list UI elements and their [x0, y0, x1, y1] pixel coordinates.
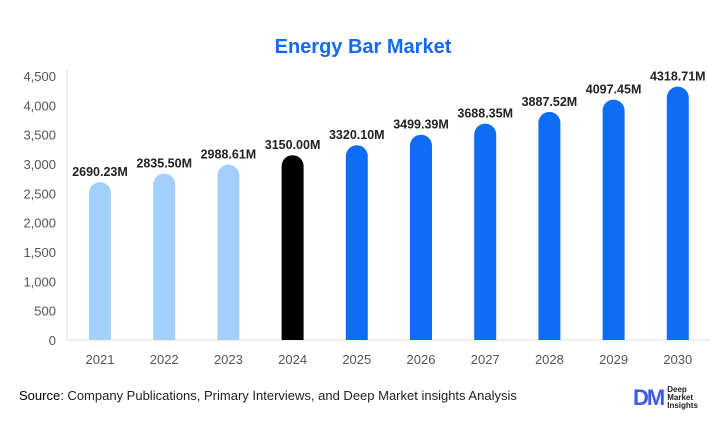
- x-tick-label: 2028: [535, 352, 564, 367]
- x-tick-label: 2030: [663, 352, 692, 367]
- y-tick-label: 2,500: [23, 186, 56, 201]
- y-tick-label: 2,000: [23, 216, 56, 231]
- x-tick-label: 2027: [471, 352, 500, 367]
- data-label: 3887.52M: [522, 95, 578, 109]
- logo-text: Deep Market Insights: [667, 386, 698, 410]
- y-tick-label: 4,000: [23, 98, 56, 113]
- bar-2027: [474, 123, 497, 340]
- x-tick-label: 2021: [86, 352, 115, 367]
- logo-line: Insights: [667, 401, 698, 410]
- data-label: 2835.50M: [136, 157, 192, 171]
- y-tick-label: 0: [49, 333, 56, 348]
- data-label: 3150.00M: [265, 138, 321, 152]
- y-tick-label: 1,500: [23, 245, 56, 260]
- bar-2025: [345, 145, 368, 340]
- bar-2022: [153, 173, 176, 340]
- y-tick-label: 500: [34, 304, 56, 319]
- logo: DM Deep Market Insights: [633, 385, 698, 411]
- chart-title: Energy Bar Market: [274, 36, 452, 58]
- bar-2030: [666, 86, 689, 340]
- data-label: 2988.61M: [201, 148, 257, 162]
- x-tick-label: 2023: [214, 352, 243, 367]
- y-tick-label: 1,000: [23, 274, 56, 289]
- y-tick-label: 4,500: [23, 69, 56, 84]
- x-tick-label: 2022: [150, 352, 179, 367]
- logo-line: Market: [667, 393, 694, 402]
- data-label: 3688.35M: [457, 107, 513, 121]
- logo-mark: DM: [633, 385, 665, 410]
- data-label: 4318.71M: [650, 70, 706, 84]
- bar-2028: [538, 111, 561, 341]
- data-label: 3499.39M: [393, 118, 449, 132]
- source-note: Source: Company Publications, Primary In…: [19, 388, 517, 403]
- y-tick-label: 3,000: [23, 157, 56, 172]
- x-tick-label: 2025: [342, 352, 371, 367]
- source-label: Source: [19, 388, 61, 403]
- bar-2026: [410, 134, 432, 340]
- x-tick-label: 2029: [599, 352, 628, 367]
- data-label: 4097.45M: [586, 83, 642, 97]
- bar-2023: [217, 164, 240, 340]
- x-tick-label: 2024: [278, 352, 307, 367]
- data-label: 2690.23M: [72, 165, 128, 179]
- x-tick-label: 2026: [407, 352, 436, 367]
- bar-2024: [281, 155, 304, 340]
- source-text: : Company Publications, Primary Intervie…: [60, 388, 517, 403]
- bar-2029: [602, 99, 625, 340]
- logo-line: Deep: [667, 385, 687, 394]
- y-tick-label: 3,500: [23, 128, 56, 143]
- bar-2021: [89, 182, 111, 340]
- data-label: 3320.10M: [329, 128, 385, 142]
